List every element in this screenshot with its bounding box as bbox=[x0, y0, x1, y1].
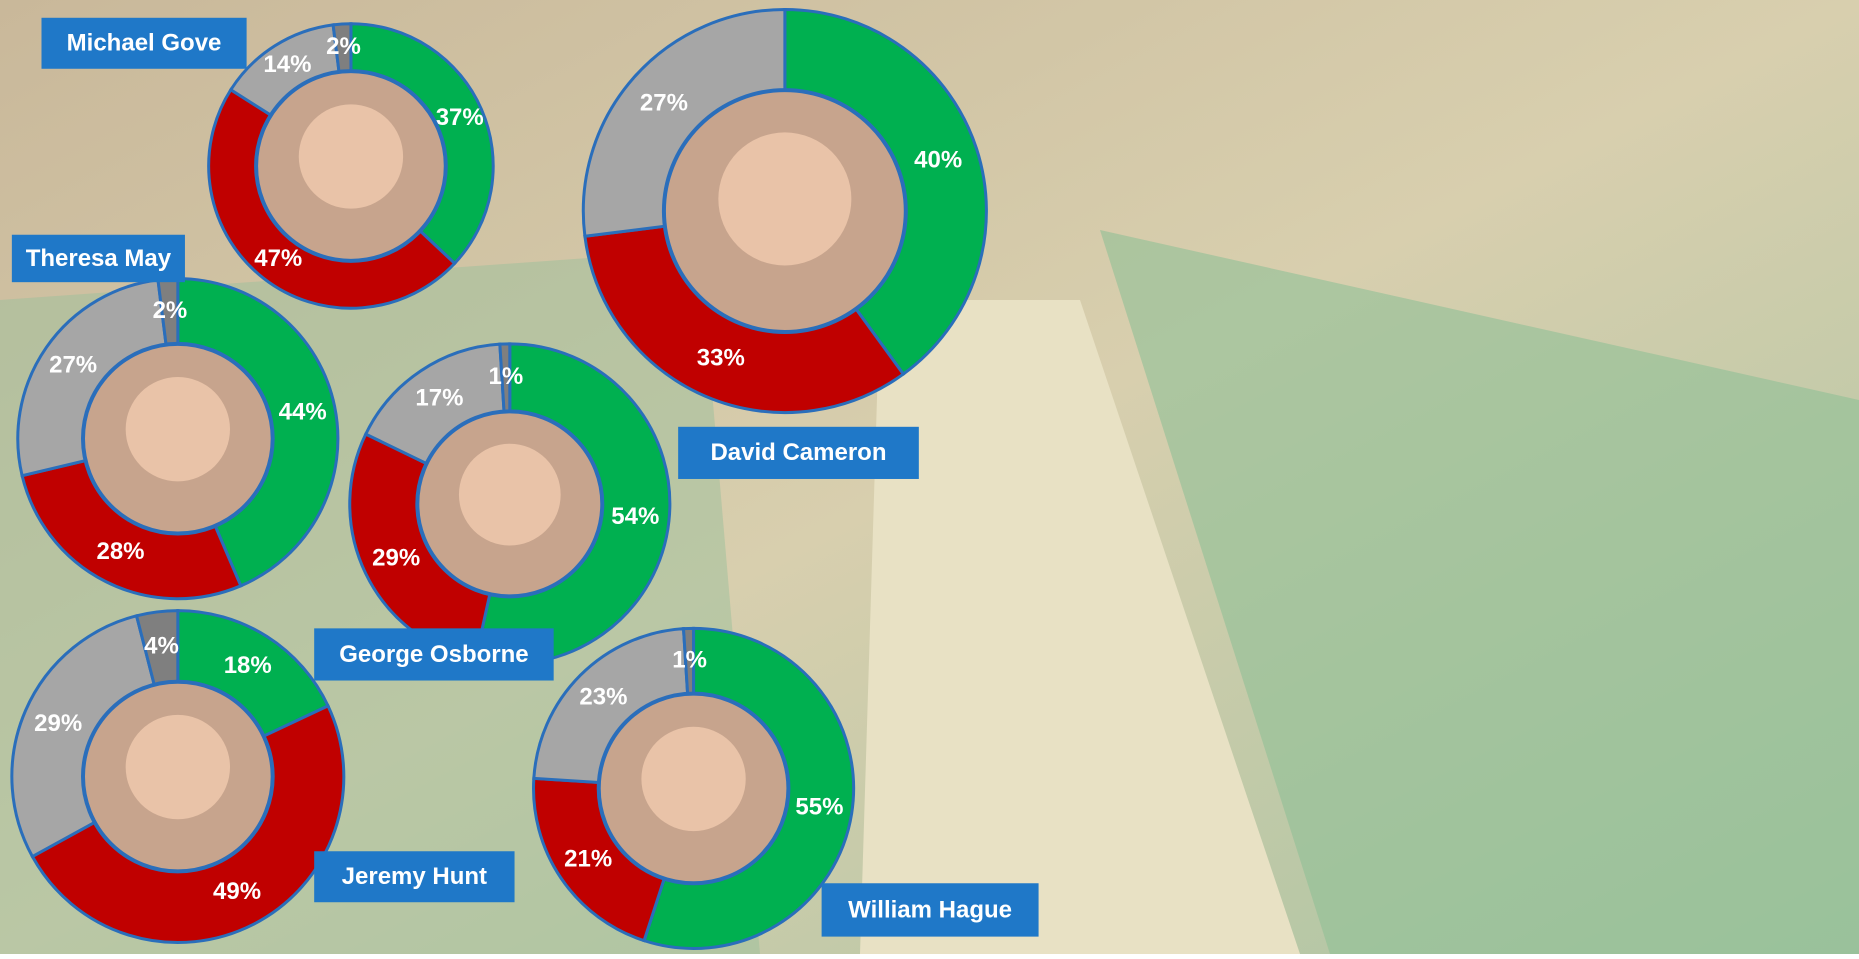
value-label: 37% bbox=[436, 104, 484, 131]
portrait-face bbox=[299, 104, 403, 208]
chart-title: Theresa May bbox=[26, 245, 172, 272]
value-label: 14% bbox=[263, 51, 311, 78]
value-label: 29% bbox=[372, 544, 420, 571]
value-label: 2% bbox=[153, 297, 188, 324]
value-label: 33% bbox=[697, 344, 745, 371]
value-label: 18% bbox=[224, 652, 272, 679]
value-label: 1% bbox=[489, 363, 524, 390]
value-label: 44% bbox=[279, 398, 327, 425]
value-label: 47% bbox=[254, 245, 302, 272]
portrait-face bbox=[126, 377, 230, 481]
value-label: 28% bbox=[96, 538, 144, 565]
value-label: 4% bbox=[144, 633, 179, 660]
value-label: 23% bbox=[579, 684, 627, 711]
value-label: 27% bbox=[640, 90, 688, 117]
value-label: 29% bbox=[34, 710, 82, 737]
chart-title: George Osborne bbox=[339, 641, 528, 668]
value-label: 17% bbox=[415, 384, 463, 411]
value-label: 1% bbox=[672, 646, 707, 673]
chart-title: Jeremy Hunt bbox=[342, 863, 487, 890]
chart-title: David Cameron bbox=[710, 439, 886, 466]
portrait-face bbox=[641, 727, 745, 831]
value-label: 40% bbox=[914, 147, 962, 174]
portrait-face bbox=[718, 132, 851, 265]
value-label: 54% bbox=[611, 503, 659, 530]
value-label: 27% bbox=[49, 351, 97, 378]
chart-title: William Hague bbox=[848, 896, 1012, 923]
value-label: 55% bbox=[795, 794, 843, 821]
page: 37% 47% 14% 2% Michael Gove 40% 33% 27% David Ca… bbox=[0, 0, 1859, 954]
chart-title: Michael Gove bbox=[67, 30, 222, 57]
value-label: 2% bbox=[326, 33, 361, 60]
portrait-face bbox=[459, 444, 561, 546]
value-label: 49% bbox=[213, 878, 261, 905]
portrait-face bbox=[126, 715, 230, 819]
value-label: 21% bbox=[564, 845, 612, 872]
